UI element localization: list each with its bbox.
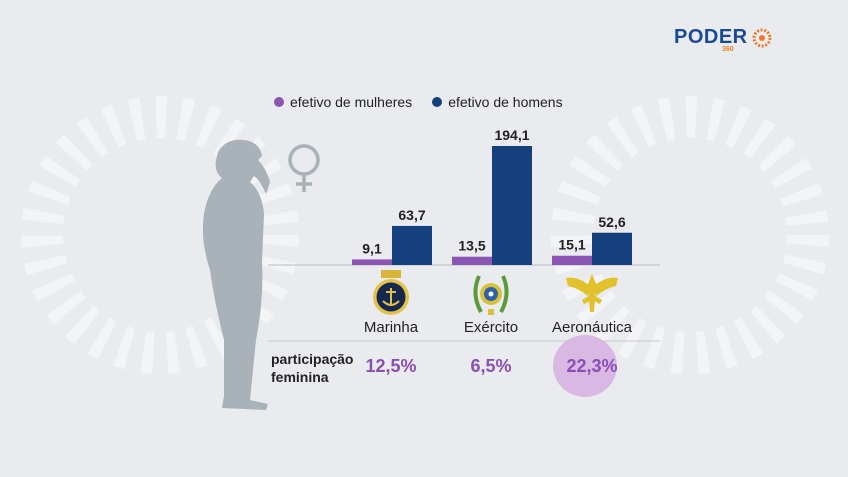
category-label-marinha: Marinha xyxy=(363,319,419,336)
participation-value-exercito: 6,5% xyxy=(470,356,512,376)
sunburst-logo-icon xyxy=(752,28,772,47)
bar-women-aeronautica xyxy=(552,255,592,265)
participation-title: participação feminina xyxy=(271,350,353,386)
brand-logo: PODER 360 xyxy=(674,26,773,53)
participation-title-line2: feminina xyxy=(271,369,329,385)
data-label-men-exercito: 194,1 xyxy=(494,127,529,143)
highlight-circle xyxy=(553,335,617,397)
data-label-women-aeronautica: 15,1 xyxy=(558,237,585,253)
bar-women-exercito xyxy=(452,256,492,265)
data-label-men-aeronautica: 52,6 xyxy=(598,214,625,230)
brand-sub: 360 xyxy=(722,46,734,53)
bar-men-exercito xyxy=(492,146,532,265)
female-symbol-icon xyxy=(288,144,320,192)
woman-silhouette-icon xyxy=(202,139,270,410)
legend-swatch-men xyxy=(432,97,443,107)
data-label-women-exercito: 13,5 xyxy=(458,238,485,254)
background-sunburst-right xyxy=(551,96,829,374)
bar-men-marinha xyxy=(392,225,432,265)
exercito-emblem-icon xyxy=(473,275,509,315)
category-label-aeronautica: Aeronáutica xyxy=(551,319,633,336)
chart-legend: efetivo de mulheres efetivo de homens xyxy=(274,94,563,110)
background-sunburst-left xyxy=(21,96,299,374)
participation-value-aeronautica: 22,3% xyxy=(566,356,618,376)
data-label-men-marinha: 63,7 xyxy=(398,207,425,223)
participation-title-line1: participação xyxy=(271,351,354,367)
legend-item-women: efetivo de mulheres xyxy=(274,94,412,110)
data-label-women-marinha: 9,1 xyxy=(362,240,382,256)
bar-men-aeronautica xyxy=(592,232,632,265)
category-label-exercito: Exército xyxy=(463,319,519,336)
bar-women-marinha xyxy=(352,259,392,265)
legend-label-women: efetivo de mulheres xyxy=(290,94,413,110)
legend-swatch-women xyxy=(274,97,284,107)
legend-item-men: efetivo de homens xyxy=(432,94,563,110)
legend-label-men: efetivo de homens xyxy=(448,94,563,110)
aeronautica-emblem-icon xyxy=(566,274,618,312)
participation-value-marinha: 12,5% xyxy=(365,356,417,376)
marinha-emblem-icon xyxy=(373,270,409,315)
brand-name: PODER xyxy=(674,26,748,48)
